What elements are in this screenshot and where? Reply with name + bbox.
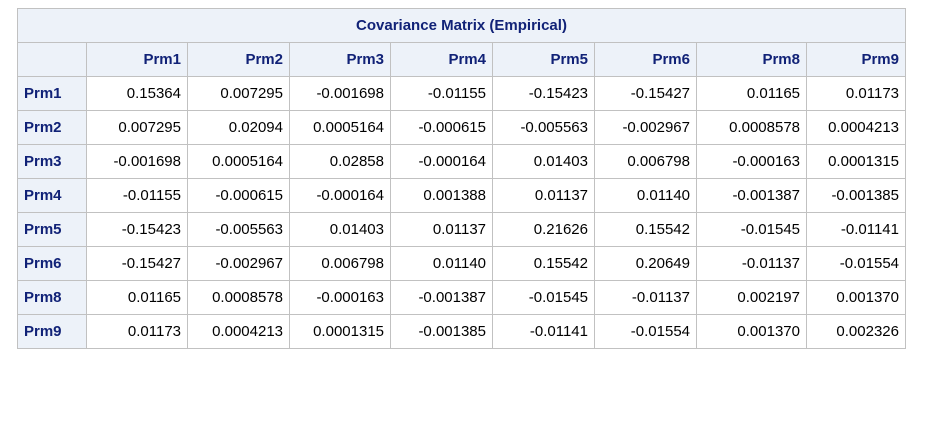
table-row: Prm1 0.15364 0.007295 -0.001698 -0.01155 -0.1… <box>17 76 906 111</box>
table-cell: -0.000164 <box>390 144 493 179</box>
table-cell: 0.15364 <box>86 76 188 111</box>
table-cell: 0.01165 <box>86 280 188 315</box>
table-row: Prm5 -0.15423 -0.005563 0.01403 0.01137 0.216… <box>17 212 906 247</box>
table-cell: 0.0008578 <box>696 110 807 145</box>
column-header-row: Prm1 Prm2 Prm3 Prm4 Prm5 Prm6 Prm8 Prm9 <box>17 42 906 77</box>
table-cell: -0.01545 <box>492 280 595 315</box>
column-header-prm9: Prm9 <box>806 42 906 77</box>
row-header-prm8: Prm8 <box>17 280 87 315</box>
table-row: Prm4 -0.01155 -0.000615 -0.000164 0.001388 0.… <box>17 178 906 213</box>
table-cell: 0.21626 <box>492 212 595 247</box>
table-cell: 0.001370 <box>806 280 906 315</box>
table-cell: -0.15427 <box>594 76 697 111</box>
table-row: Prm6 -0.15427 -0.002967 0.006798 0.01140 0.15… <box>17 246 906 281</box>
row-header-prm9: Prm9 <box>17 314 87 349</box>
table-cell: -0.01554 <box>594 314 697 349</box>
table-cell: -0.01137 <box>594 280 697 315</box>
table-cell: 0.002326 <box>806 314 906 349</box>
table-cell: -0.01155 <box>390 76 493 111</box>
table-cell: -0.000615 <box>390 110 493 145</box>
table-cell: -0.000163 <box>289 280 391 315</box>
table-cell: 0.0004213 <box>806 110 906 145</box>
table-cell: 0.0005164 <box>187 144 290 179</box>
table-cell: -0.001387 <box>696 178 807 213</box>
row-header-prm5: Prm5 <box>17 212 87 247</box>
table-cell: 0.02858 <box>289 144 391 179</box>
table-cell: 0.006798 <box>289 246 391 281</box>
row-header-prm4: Prm4 <box>17 178 87 213</box>
table-cell: 0.02094 <box>187 110 290 145</box>
covariance-table-container: Covariance Matrix (Empirical) Prm1 Prm2 Pr… <box>17 8 906 349</box>
table-row: Prm8 0.01165 0.0008578 -0.000163 -0.001387 -0… <box>17 280 906 315</box>
column-header-prm6: Prm6 <box>594 42 697 77</box>
table-cell: 0.0008578 <box>187 280 290 315</box>
table-cell: -0.01554 <box>806 246 906 281</box>
table-cell: 0.002197 <box>696 280 807 315</box>
column-header-prm2: Prm2 <box>187 42 290 77</box>
table-cell: -0.005563 <box>187 212 290 247</box>
table-cell: 0.007295 <box>187 76 290 111</box>
table-cell: -0.15427 <box>86 246 188 281</box>
table-cell: -0.001387 <box>390 280 493 315</box>
table-cell: 0.01173 <box>86 314 188 349</box>
covariance-matrix-table: Covariance Matrix (Empirical) Prm1 Prm2 Pr… <box>17 8 906 349</box>
table-cell: 0.01140 <box>594 178 697 213</box>
table-row: Prm9 0.01173 0.0004213 0.0001315 -0.001385 -0… <box>17 314 906 349</box>
table-cell: -0.001385 <box>390 314 493 349</box>
row-header-prm3: Prm3 <box>17 144 87 179</box>
table-cell: 0.01137 <box>492 178 595 213</box>
table-cell: 0.01137 <box>390 212 493 247</box>
table-cell: 0.15542 <box>492 246 595 281</box>
table-cell: -0.15423 <box>492 76 595 111</box>
table-body: Prm1 0.15364 0.007295 -0.001698 -0.01155 -0.1… <box>17 76 906 349</box>
table-cell: -0.001385 <box>806 178 906 213</box>
table-cell: -0.01155 <box>86 178 188 213</box>
table-cell: 0.0004213 <box>187 314 290 349</box>
row-header-prm1: Prm1 <box>17 76 87 111</box>
table-row: Prm3 -0.001698 0.0005164 0.02858 -0.000164 0.… <box>17 144 906 179</box>
table-cell: -0.01141 <box>492 314 595 349</box>
table-cell: 0.01403 <box>289 212 391 247</box>
table-cell: -0.000615 <box>187 178 290 213</box>
table-cell: -0.000163 <box>696 144 807 179</box>
column-header-prm5: Prm5 <box>492 42 595 77</box>
table-cell: -0.001698 <box>289 76 391 111</box>
table-cell: -0.000164 <box>289 178 391 213</box>
table-cell: 0.006798 <box>594 144 697 179</box>
column-header-prm1: Prm1 <box>86 42 188 77</box>
column-header-prm4: Prm4 <box>390 42 493 77</box>
table-cell: -0.002967 <box>187 246 290 281</box>
table-cell: 0.15542 <box>594 212 697 247</box>
table-cell: -0.15423 <box>86 212 188 247</box>
row-header-prm2: Prm2 <box>17 110 87 145</box>
row-header-prm6: Prm6 <box>17 246 87 281</box>
table-cell: -0.005563 <box>492 110 595 145</box>
table-cell: -0.01545 <box>696 212 807 247</box>
table-row: Prm2 0.007295 0.02094 0.0005164 -0.000615 -0.… <box>17 110 906 145</box>
table-cell: -0.01137 <box>696 246 807 281</box>
column-header-prm3: Prm3 <box>289 42 391 77</box>
table-cell: 0.20649 <box>594 246 697 281</box>
table-cell: 0.01165 <box>696 76 807 111</box>
table-cell: 0.007295 <box>86 110 188 145</box>
table-title: Covariance Matrix (Empirical) <box>17 8 906 43</box>
table-cell: -0.002967 <box>594 110 697 145</box>
table-cell: 0.0005164 <box>289 110 391 145</box>
table-cell: 0.01173 <box>806 76 906 111</box>
column-header-prm8: Prm8 <box>696 42 807 77</box>
table-cell: 0.001388 <box>390 178 493 213</box>
table-cell: 0.0001315 <box>289 314 391 349</box>
table-cell: 0.001370 <box>696 314 807 349</box>
table-cell: -0.001698 <box>86 144 188 179</box>
table-cell: 0.01403 <box>492 144 595 179</box>
table-cell: -0.01141 <box>806 212 906 247</box>
table-cell: 0.01140 <box>390 246 493 281</box>
corner-cell <box>17 42 87 77</box>
table-cell: 0.0001315 <box>806 144 906 179</box>
